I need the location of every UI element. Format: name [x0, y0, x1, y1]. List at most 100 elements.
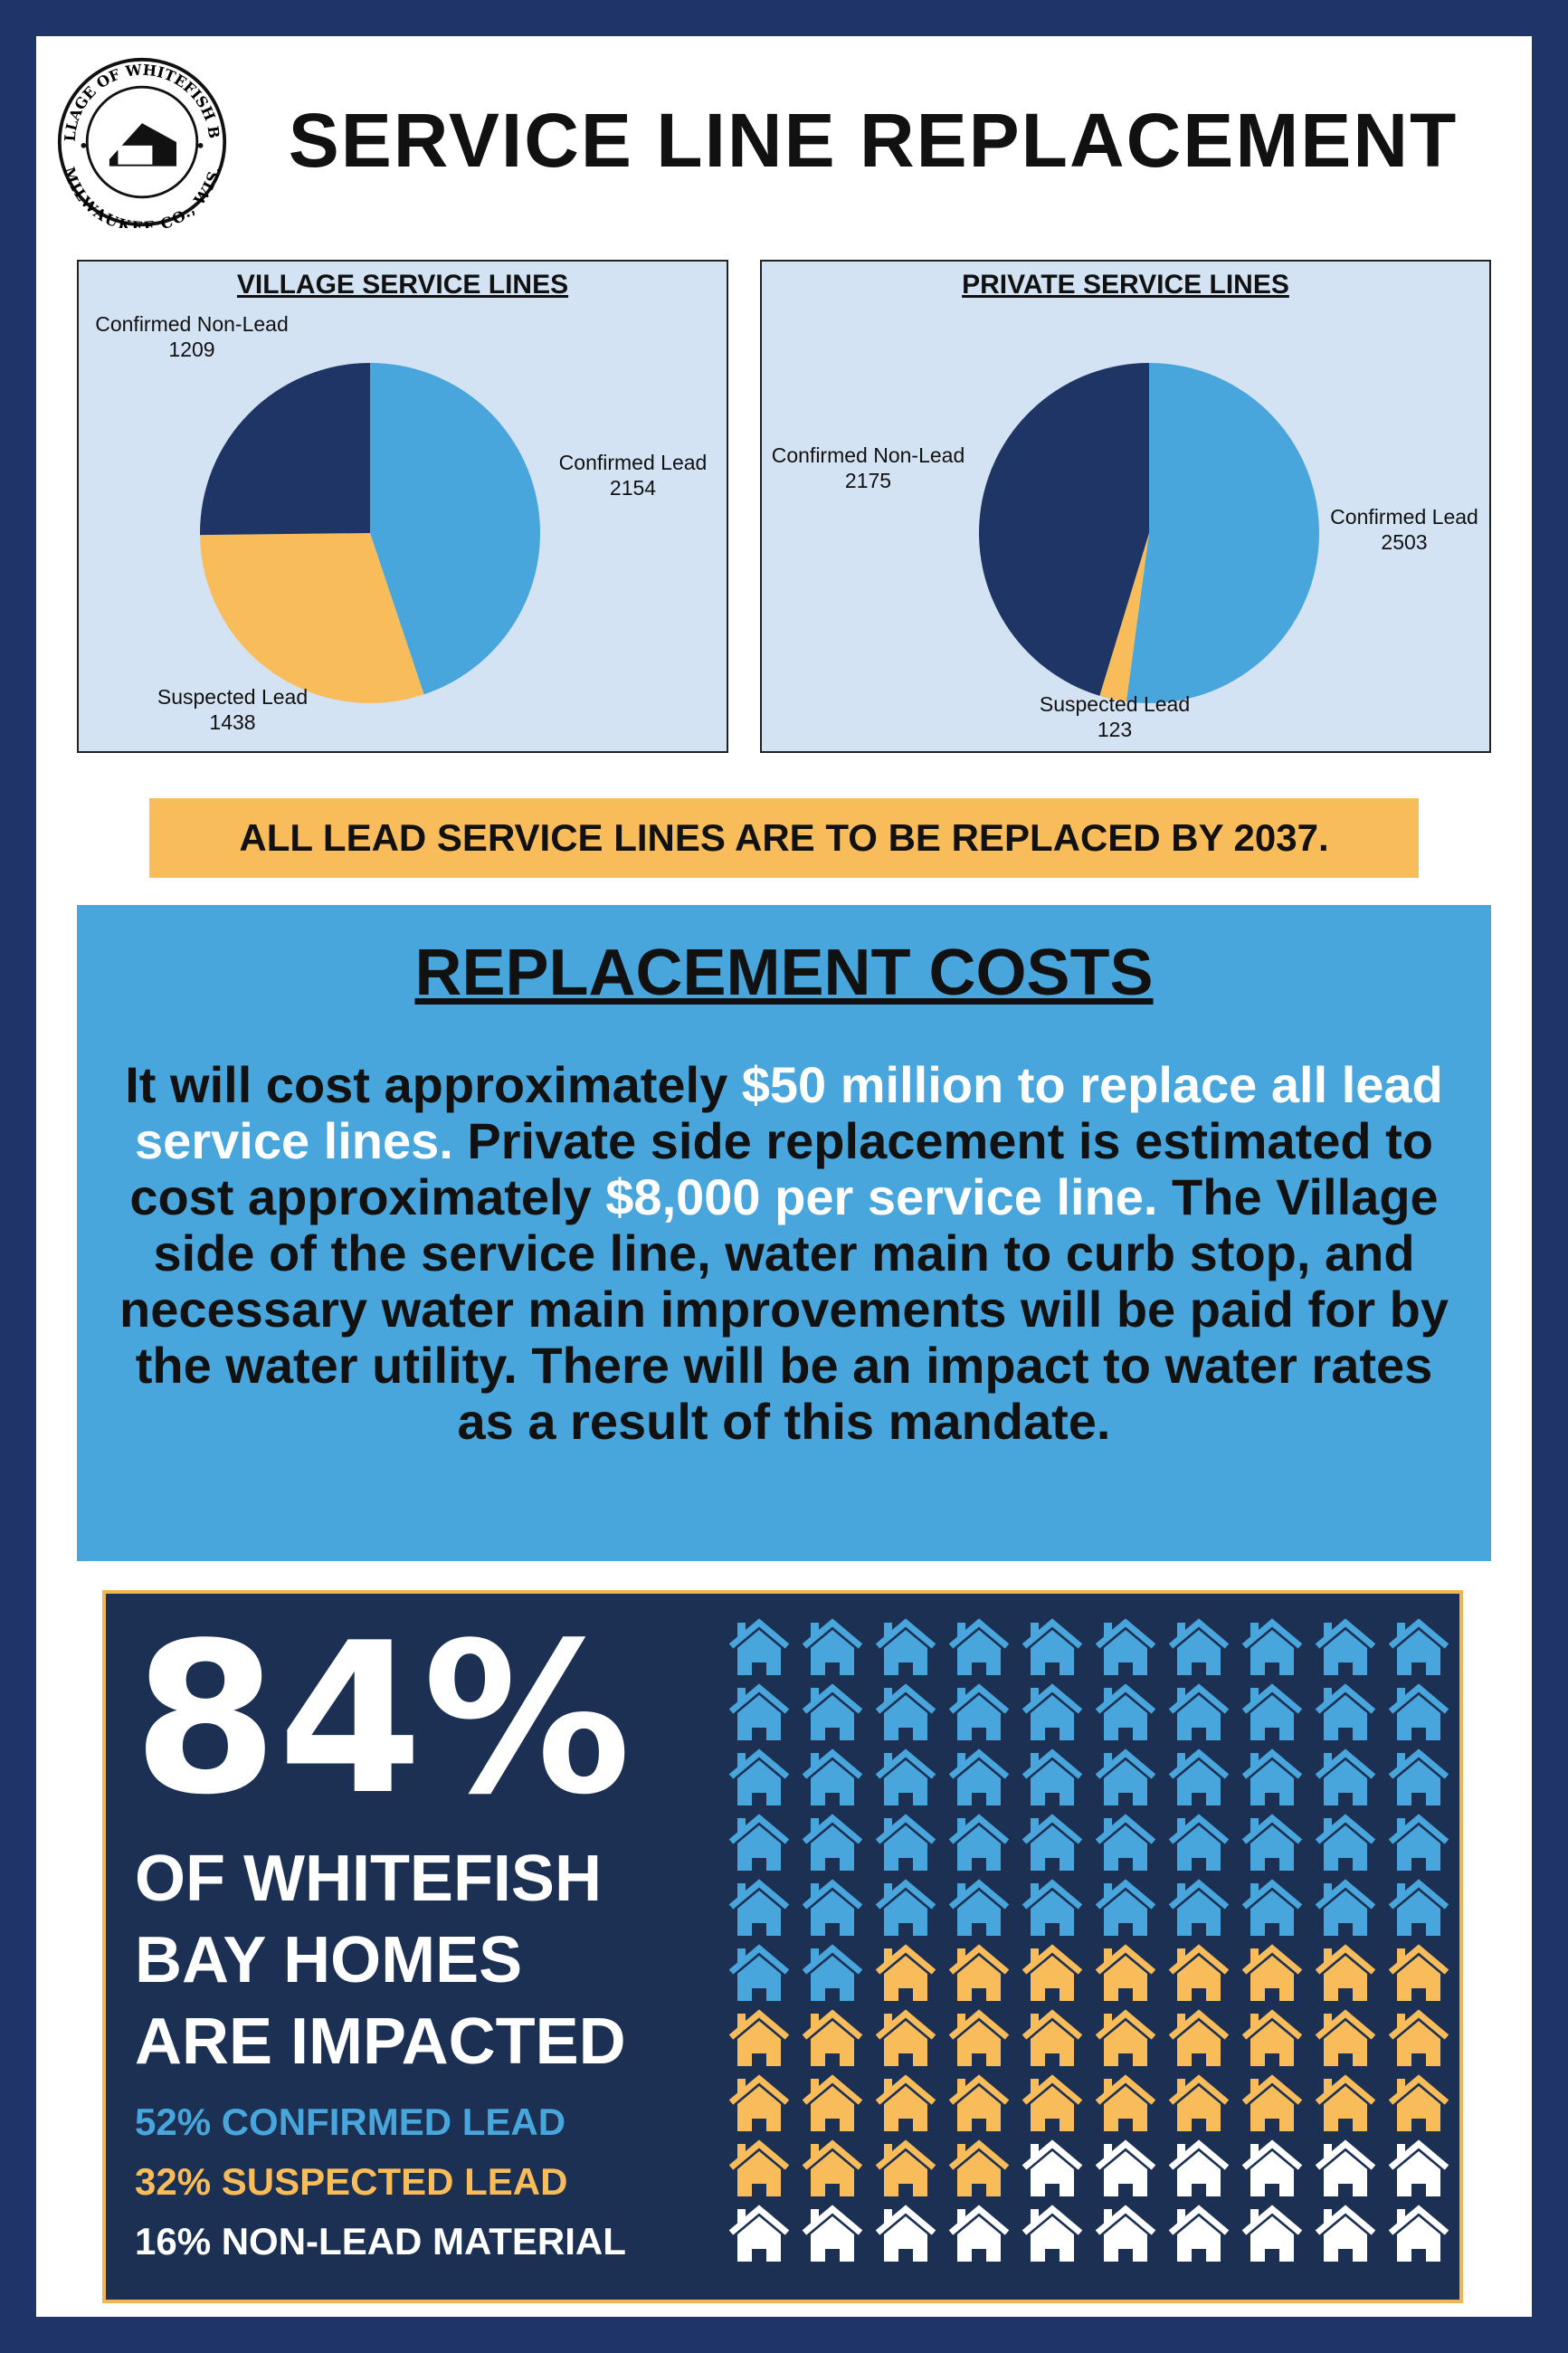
house-icon-non-lead [1388, 2205, 1449, 2262]
house-icon-suspected [1022, 2074, 1083, 2131]
house-icon-confirmed [1095, 1618, 1156, 1675]
house-icon-confirmed [1241, 1618, 1303, 1675]
house-icon-confirmed [1022, 1748, 1083, 1805]
house-icon-suspected [1315, 2009, 1376, 2066]
house-icon-confirmed [728, 1748, 790, 1805]
label-suspected: Suspected Lead 1438 [157, 685, 309, 734]
house-icon-non-lead [1241, 2205, 1303, 2262]
house-icon-suspected [948, 2009, 1010, 2066]
house-icon-confirmed [1095, 1814, 1156, 1871]
house-icon-suspected [1388, 2074, 1449, 2131]
house-icon-non-lead [1388, 2139, 1449, 2196]
house-icon-confirmed [1022, 1683, 1083, 1740]
house-icon-confirmed [1095, 1748, 1156, 1805]
house-icon-suspected [948, 1944, 1010, 2001]
house-icon-confirmed [728, 1814, 790, 1871]
house-icon-non-lead [875, 2205, 936, 2262]
house-icon-suspected [1388, 2009, 1449, 2066]
chart-title: VILLAGE SERVICE LINES [236, 270, 569, 300]
pie-slice-confirmed-non-lead [200, 363, 370, 536]
pie-slice-confirmed-non-lead [979, 362, 1149, 696]
house-icon-suspected [875, 2074, 936, 2131]
house-icon-non-lead [1315, 2205, 1376, 2262]
pie-slice-suspected-lead [1099, 533, 1149, 702]
house-icon-confirmed [1095, 1879, 1156, 1936]
house-icon-confirmed [802, 1944, 863, 2001]
house-icon-confirmed [1315, 1618, 1376, 1675]
house-icon-suspected [875, 2139, 936, 2196]
house-icon-confirmed [1315, 1879, 1376, 1936]
non-lead-stat: 16% NON-LEAD MATERIAL [135, 2220, 626, 2262]
house-icon-non-lead [1168, 2205, 1230, 2262]
house-icon-confirmed [1241, 1814, 1303, 1871]
label-suspected: Suspected Lead 123 [1039, 692, 1191, 741]
village-chart: VILLAGE SERVICE LINES Confirmed Non-Lead… [77, 260, 728, 753]
house-icon-suspected [728, 2074, 790, 2131]
label-non-lead: Confirmed Non-Lead 1209 [95, 312, 289, 361]
house-icon-confirmed [948, 1879, 1010, 1936]
house-icon-non-lead [1022, 2139, 1083, 2196]
house-icon-confirmed [1241, 1683, 1303, 1740]
house-icon-confirmed [1241, 1879, 1303, 1936]
village-pie [200, 363, 540, 703]
house-icon-confirmed [875, 1814, 936, 1871]
house-icon-confirmed [1388, 1618, 1449, 1675]
house-icon-confirmed [728, 1879, 790, 1936]
house-icon-confirmed [948, 1814, 1010, 1871]
house-icon-confirmed [1388, 1683, 1449, 1740]
house-icon-confirmed [802, 1748, 863, 1805]
house-icon-confirmed [875, 1618, 936, 1675]
house-icon-suspected [728, 2009, 790, 2066]
house-icon-confirmed [875, 1683, 936, 1740]
house-icon-confirmed [1168, 1683, 1230, 1740]
house-icon-confirmed [948, 1748, 1010, 1805]
private-pie [979, 362, 1319, 703]
house-grid [728, 1618, 1449, 2262]
house-icon-suspected [1095, 2074, 1156, 2131]
house-icon-non-lead [728, 2205, 790, 2262]
house-icon-confirmed [1388, 1879, 1449, 1936]
house-icon-suspected [948, 2074, 1010, 2131]
suspected-lead-stat: 32% SUSPECTED LEAD [135, 2160, 568, 2203]
house-icon-confirmed [1315, 1814, 1376, 1871]
house-icon-suspected [1241, 2009, 1303, 2066]
house-icon-confirmed [802, 1618, 863, 1675]
house-icon-suspected [1168, 2074, 1230, 2131]
house-icon-non-lead [1095, 2139, 1156, 2196]
house-icon-non-lead [1168, 2139, 1230, 2196]
house-icon-non-lead [1022, 2205, 1083, 2262]
page-title: SERVICE LINE REPLACEMENT [288, 98, 1459, 183]
house-icon-confirmed [875, 1879, 936, 1936]
house-icon-confirmed [728, 1683, 790, 1740]
private-chart: PRIVATE SERVICE LINES Confirmed Non-Lead… [760, 260, 1491, 753]
pie-slice-confirmed-lead [370, 363, 540, 695]
replacement-costs-section: REPLACEMENT COSTS It will cost approxima… [77, 905, 1491, 1561]
house-icon-confirmed [1168, 1748, 1230, 1805]
impact-line-3: ARE IMPACTED [135, 2005, 626, 2078]
house-icon-confirmed [1095, 1683, 1156, 1740]
house-icon-confirmed [1022, 1814, 1083, 1871]
house-icon-confirmed [802, 1683, 863, 1740]
house-icon-non-lead [802, 2205, 863, 2262]
house-icon-non-lead [1095, 2205, 1156, 2262]
pie-slice-suspected-lead [200, 533, 424, 703]
house-icon-suspected [1241, 2074, 1303, 2131]
house-icon-suspected [802, 2139, 863, 2196]
house-icon-non-lead [948, 2205, 1010, 2262]
label-lead: Confirmed Lead 2503 [1330, 505, 1478, 554]
house-icon-confirmed [948, 1683, 1010, 1740]
impact-line-1: OF WHITEFISH [135, 1843, 602, 1915]
house-icon-confirmed [802, 1814, 863, 1871]
house-icon-non-lead [1315, 2139, 1376, 2196]
house-icon-suspected [1168, 2009, 1230, 2066]
impact-percent: 84% [133, 1599, 632, 1841]
label-non-lead: Confirmed Non-Lead 2175 [771, 443, 965, 492]
pie-slice-confirmed-lead [1126, 363, 1319, 703]
house-icon-confirmed [1168, 1814, 1230, 1871]
house-icon-suspected [1095, 2009, 1156, 2066]
house-icon-suspected [1241, 1944, 1303, 2001]
house-icon-suspected [948, 2139, 1010, 2196]
impact-line-2: BAY HOMES [135, 1924, 523, 1996]
house-icon-confirmed [948, 1618, 1010, 1675]
house-icon-confirmed [802, 1879, 863, 1936]
